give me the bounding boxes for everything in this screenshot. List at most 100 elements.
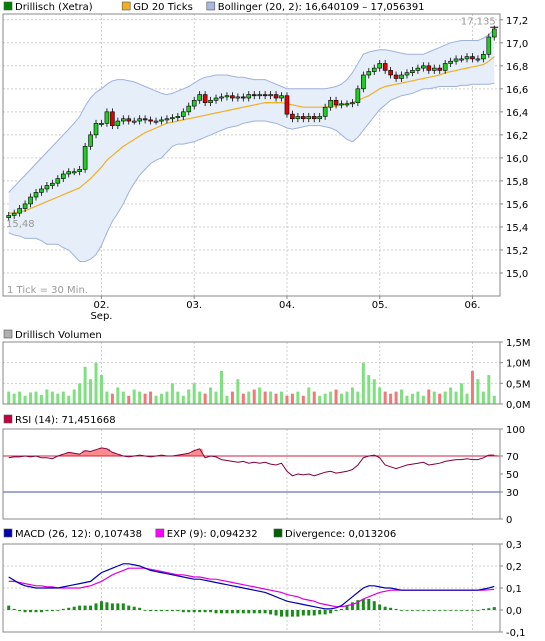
rsi-overbought-fill [87, 451, 94, 456]
volume-bar [78, 383, 82, 404]
candle-body [99, 123, 104, 125]
volume-bar [45, 389, 49, 404]
volume-bar [438, 393, 442, 404]
divergence-bar [116, 603, 120, 610]
divergence-bar [56, 610, 60, 611]
volume-bar [181, 395, 185, 404]
price-x-label: 05. [372, 300, 388, 311]
candle-body [159, 119, 164, 122]
legend-swatch [3, 528, 13, 538]
divergence-bar [165, 610, 169, 612]
volume-bar [143, 393, 147, 404]
volume-bar [89, 379, 93, 404]
candle-body [104, 111, 110, 124]
candle-body [453, 58, 459, 62]
divergence-bar [307, 610, 311, 616]
divergence-bar [214, 610, 218, 614]
candle-body [344, 103, 350, 106]
volume-bar [121, 391, 125, 404]
rsi-overbought-fill [109, 452, 116, 456]
volume-bar [132, 389, 136, 404]
divergence-bar [449, 610, 453, 611]
divergence-bar [356, 600, 360, 610]
price-y-axis-label: 17,2 [506, 16, 528, 27]
divergence-bar [78, 605, 82, 610]
volume-bar [263, 391, 267, 404]
divergence-bar [285, 610, 289, 617]
divergence-bar [416, 610, 420, 611]
divergence-bar [18, 610, 22, 612]
divergence-bar [405, 610, 409, 611]
price-y-axis-label: 16,2 [506, 131, 528, 142]
divergence-bar [350, 602, 354, 610]
divergence-bar [132, 606, 136, 610]
volume-bar [187, 389, 191, 404]
candle-body [22, 203, 28, 209]
price-y-axis-label: 15,8 [506, 177, 528, 188]
divergence-bar [225, 610, 229, 614]
volume-bar [285, 395, 289, 404]
divergence-bar [209, 610, 213, 613]
volume-bar [7, 391, 11, 404]
volume-bar [12, 393, 16, 404]
low-annotation: 15,48 [6, 219, 35, 230]
candle-body [377, 63, 383, 69]
volume-bar [274, 393, 278, 404]
volume-bar [110, 393, 114, 404]
divergence-bar [61, 608, 65, 610]
rsi-overbought-fill [66, 452, 72, 456]
candle-body [388, 70, 393, 76]
divergence-bar [367, 599, 371, 610]
volume-bar [367, 375, 371, 404]
divergence-bar [421, 610, 425, 611]
candle-body [11, 212, 17, 216]
candle-body [191, 100, 197, 107]
candle-body [322, 106, 328, 117]
candle-body [219, 96, 224, 99]
volume-bar [247, 391, 251, 404]
rsi-y-axis-label: 0 [506, 515, 512, 526]
rsi-y-axis-label: 50 [506, 470, 519, 481]
bollinger-band-fill [8, 29, 495, 262]
candle-body [475, 58, 481, 61]
volume-bar [230, 391, 234, 404]
legend-label: Drillisch Volumen [15, 330, 102, 341]
divergence-bar [400, 610, 404, 611]
divergence-bar [269, 610, 273, 615]
divergence-bar [329, 610, 333, 614]
rsi-overbought-fill [76, 454, 83, 456]
macd-line [8, 563, 495, 610]
rsi-overbought-fill [196, 448, 203, 456]
divergence-bar [143, 610, 147, 611]
rsi-overbought-fill [180, 454, 187, 456]
volume-bar [476, 379, 480, 404]
divergence-bar [372, 601, 376, 610]
rsi-overbought-fill [60, 454, 67, 456]
candle-body [459, 58, 464, 61]
candle-body [66, 171, 72, 175]
volume-bar [296, 391, 300, 404]
volume-bar [56, 393, 60, 404]
divergence-bar [443, 610, 447, 611]
divergence-bar [410, 610, 414, 611]
tick-note: 1 Tick = 30 Min. [7, 285, 88, 296]
candle-body [251, 94, 257, 97]
volume-bar [209, 387, 213, 404]
volume-bar [356, 391, 360, 404]
legend-swatch [3, 414, 13, 424]
volume-bar [323, 393, 327, 404]
volume-bar [340, 393, 344, 404]
candle-body [82, 146, 88, 170]
divergence-bar [296, 610, 300, 617]
price-frame [2, 13, 501, 297]
price-x-label: 04. [279, 300, 295, 311]
divergence-bar [12, 608, 16, 610]
candle-body [246, 94, 252, 99]
volume-bar [383, 391, 387, 404]
volume-bar [258, 387, 262, 404]
volume-bar [432, 391, 436, 404]
candle-body [88, 134, 93, 147]
volume-bar [361, 362, 365, 404]
divergence-bar [219, 610, 223, 614]
